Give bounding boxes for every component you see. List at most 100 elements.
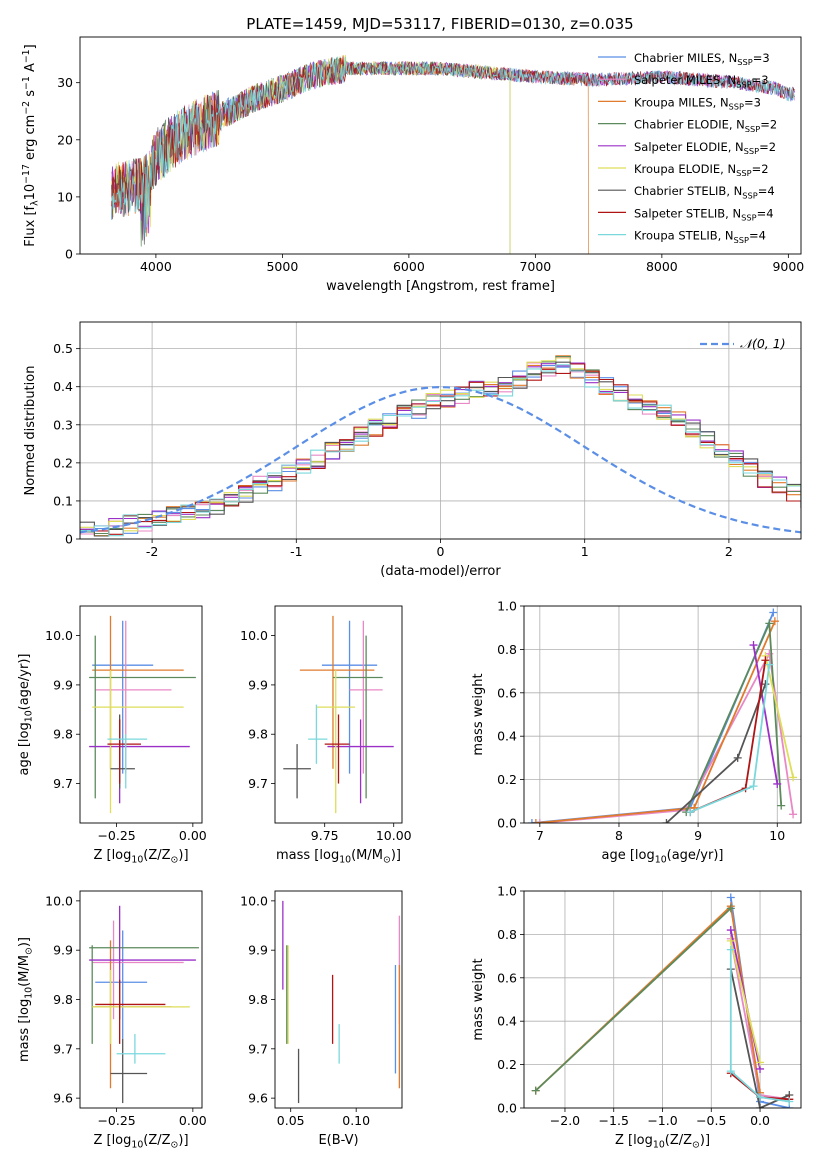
series-marker xyxy=(726,904,735,913)
y-tick-label: 9.9 xyxy=(248,943,268,958)
x-axis-label: (data-model)/error xyxy=(380,564,501,579)
x-axis-label: mass [log10​(M/M⊙​)] xyxy=(276,848,401,866)
x-tick-label: 5000 xyxy=(266,259,298,274)
x-tick-label: 8000 xyxy=(646,259,678,274)
series-marker xyxy=(789,773,798,782)
y-tick-label: 0.5 xyxy=(53,341,73,356)
y-tick-label: 10 xyxy=(57,189,73,204)
series-marker xyxy=(756,1104,765,1108)
series-marker xyxy=(761,680,770,689)
y-tick-label: 20 xyxy=(57,132,73,147)
series-marker xyxy=(756,1058,765,1067)
x-tick-label: −0.25 xyxy=(97,828,135,843)
chart-age-vs-z: −0.25 0.00 9.7 9.8 9.9 10.0 Z [log10​(Z/Z⊙​)] a… xyxy=(17,605,207,866)
axes-frame xyxy=(523,890,802,1109)
axes-frame xyxy=(274,605,403,824)
x-tick-label: 9000 xyxy=(772,259,804,274)
plot-area xyxy=(524,606,801,823)
series-marker xyxy=(761,656,770,665)
y-tick-label: 0.1 xyxy=(53,493,73,508)
series-marker xyxy=(531,1086,540,1095)
histogram-step xyxy=(80,365,801,534)
y-tick-label: 9.6 xyxy=(248,1091,268,1106)
series-marker xyxy=(686,808,695,817)
chart-age-vs-mass: 9.75 10.00 9.7 9.8 9.9 10.0 mass [log10​(M/M⊙​… xyxy=(240,605,412,866)
plot-area xyxy=(524,891,801,1108)
x-tick-label: 8 xyxy=(615,828,623,843)
y-tick-label: 0.2 xyxy=(497,1057,517,1072)
plot-area xyxy=(283,615,394,814)
y-tick-label: 0.0 xyxy=(497,816,517,831)
x-tick-label: 6000 xyxy=(393,259,425,274)
y-tick-label: 30 xyxy=(57,75,73,90)
y-tick-label: 10.0 xyxy=(240,628,268,643)
y-axis-label: age [log10​(age/yr)] xyxy=(17,654,35,776)
legend-label: 𝒩(0, 1) xyxy=(740,336,786,351)
spectrum-line xyxy=(111,57,511,254)
series-line xyxy=(752,644,779,785)
axes-frame xyxy=(523,605,802,824)
x-tick-label: 1 xyxy=(581,544,589,559)
y-tick-label: 9.8 xyxy=(53,727,73,742)
y-tick-label: 0.6 xyxy=(497,685,517,700)
x-tick-label: −1.5 xyxy=(599,1113,629,1128)
plot-area xyxy=(89,615,196,814)
axes-frame xyxy=(79,321,802,540)
y-tick-label: 9.9 xyxy=(53,677,73,692)
axes-frame xyxy=(79,890,203,1109)
y-tick-label: 0.2 xyxy=(497,772,517,787)
chart-residuals: -2 -1 0 1 2 0 0.1 0.2 0.3 0.4 0.5 (data-model)/erro… xyxy=(23,321,802,579)
y-axis-label: mass [log10​(M/M⊙​)] xyxy=(17,937,35,1062)
x-tick-label: 0.05 xyxy=(277,1113,305,1128)
legend-label: Salpeter MILES, NSSP​=3 xyxy=(634,73,769,89)
series-line xyxy=(729,949,790,1103)
x-tick-label: -1 xyxy=(290,544,302,559)
x-tick-label: 2 xyxy=(725,544,733,559)
y-tick-label: 9.7 xyxy=(248,1041,268,1056)
legend-label: Kroupa MILES, NSSP​=3 xyxy=(634,95,761,111)
y-tick-label: 0.6 xyxy=(497,970,517,985)
x-tick-label: 0.00 xyxy=(179,828,207,843)
y-tick-label: 9.7 xyxy=(53,1041,73,1056)
legend-label: Kroupa ELODIE, NSSP​=2 xyxy=(634,162,769,178)
figure-title: PLATE=1459, MJD=53117, FIBERID=0130, z=0… xyxy=(246,15,633,33)
chart-mass-vs-ebv: 0.05 0.10 9.6 9.7 9.8 9.9 10.0 E(B-V) xyxy=(240,890,403,1148)
x-tick-label: 0 xyxy=(437,544,445,559)
x-tick-label: 9 xyxy=(694,828,702,843)
plot-area xyxy=(111,54,796,254)
series-marker xyxy=(765,660,774,669)
x-axis-label: Z [log10​(Z/Z⊙​)] xyxy=(93,848,188,866)
y-tick-label: 9.9 xyxy=(248,677,268,692)
y-tick-label: 1.0 xyxy=(497,599,517,614)
series-marker xyxy=(726,893,735,902)
legend: Chabrier MILES, NSSP​=3 Salpeter MILES, N… xyxy=(598,51,777,245)
plot-area xyxy=(80,322,801,539)
series-marker xyxy=(789,810,798,819)
x-tick-label: 7 xyxy=(536,828,544,843)
series-marker xyxy=(769,608,778,617)
x-tick-label: −2.0 xyxy=(550,1113,580,1128)
series-marker xyxy=(773,779,782,788)
series-line xyxy=(535,907,732,1092)
series-marker xyxy=(770,617,779,626)
y-tick-label: 0.2 xyxy=(53,455,73,470)
y-tick-label: 0.4 xyxy=(53,379,73,394)
y-tick-label: 0.0 xyxy=(497,1101,517,1116)
series-marker xyxy=(527,819,536,823)
series-marker xyxy=(726,936,735,945)
legend-label: Salpeter STELIB, NSSP​=4 xyxy=(634,206,774,222)
x-axis-label: wavelength [Angstrom, rest frame] xyxy=(326,279,555,294)
y-tick-label: 0 xyxy=(65,247,73,262)
y-tick-label: 0.8 xyxy=(497,927,517,942)
x-tick-label: 10.00 xyxy=(376,828,412,843)
y-axis-label: Flux [fλ​10−17​ erg cm−2​ s−1​ A−1​] xyxy=(21,44,41,246)
chart-massweight-vs-age: 7 8 9 10 0.0 0.2 0.4 0.6 0.8 1.0 age [log10​(age/y… xyxy=(471,599,802,866)
plot-area xyxy=(89,905,199,1104)
y-tick-label: 1.0 xyxy=(497,884,517,899)
series-marker xyxy=(535,819,544,823)
chart-massweight-vs-z: −2.0 −1.5 −1.0 −0.5 0.0 0.0 0.2 0.4 0.6 0.8 1.0 Z [… xyxy=(471,884,802,1151)
gaussian-reference-curve xyxy=(80,385,801,534)
y-tick-label: 9.7 xyxy=(53,776,73,791)
y-tick-label: 10.0 xyxy=(240,893,268,908)
